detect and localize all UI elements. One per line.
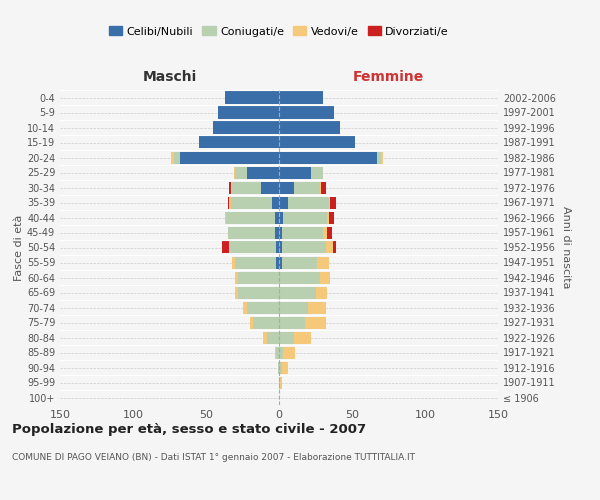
Bar [235, 286, 238, 298]
Bar [279, 136, 355, 148]
Bar [238, 286, 279, 298]
Bar [278, 362, 279, 374]
Bar [330, 196, 336, 208]
Bar [327, 226, 332, 238]
Text: Popolazione per età, sesso e stato civile - 2007: Popolazione per età, sesso e stato civil… [12, 422, 366, 436]
Bar [235, 166, 247, 178]
Bar [276, 242, 279, 254]
Bar [293, 182, 320, 194]
Bar [293, 332, 311, 344]
Bar [231, 182, 232, 194]
Bar [279, 286, 316, 298]
Bar [229, 196, 231, 208]
Bar [308, 302, 326, 314]
Bar [279, 106, 334, 118]
Bar [288, 196, 329, 208]
Bar [231, 196, 272, 208]
Bar [222, 242, 229, 254]
Bar [279, 332, 293, 344]
Bar [377, 152, 381, 164]
Bar [268, 332, 279, 344]
Bar [253, 316, 279, 328]
Bar [226, 212, 275, 224]
Bar [282, 362, 288, 374]
Bar [225, 212, 226, 224]
Bar [311, 166, 323, 178]
Bar [228, 226, 275, 238]
Bar [229, 182, 231, 194]
Bar [275, 346, 276, 358]
Bar [320, 182, 322, 194]
Bar [283, 346, 295, 358]
Text: Maschi: Maschi [142, 70, 197, 84]
Bar [279, 376, 280, 388]
Y-axis label: Fasce di età: Fasce di età [14, 214, 24, 280]
Bar [282, 242, 326, 254]
Bar [317, 256, 329, 268]
Bar [279, 256, 282, 268]
Bar [326, 242, 333, 254]
Bar [279, 346, 283, 358]
Bar [171, 152, 174, 164]
Bar [247, 302, 279, 314]
Bar [316, 286, 327, 298]
Bar [329, 196, 330, 208]
Bar [225, 92, 279, 104]
Bar [238, 272, 279, 283]
Bar [279, 302, 308, 314]
Bar [320, 272, 330, 283]
Bar [333, 242, 336, 254]
Bar [235, 272, 238, 283]
Bar [232, 182, 262, 194]
Bar [279, 226, 282, 238]
Bar [218, 106, 279, 118]
Bar [263, 332, 268, 344]
Bar [276, 346, 279, 358]
Bar [250, 316, 253, 328]
Y-axis label: Anni di nascita: Anni di nascita [561, 206, 571, 288]
Bar [279, 272, 320, 283]
Bar [279, 212, 283, 224]
Bar [279, 122, 340, 134]
Bar [279, 166, 311, 178]
Bar [322, 182, 326, 194]
Bar [174, 152, 180, 164]
Bar [279, 362, 282, 374]
Bar [381, 152, 383, 164]
Text: COMUNE DI PAGO VEIANO (BN) - Dati ISTAT 1° gennaio 2007 - Elaborazione TUTTITALI: COMUNE DI PAGO VEIANO (BN) - Dati ISTAT … [12, 452, 415, 462]
Bar [279, 92, 323, 104]
Bar [275, 226, 279, 238]
Bar [228, 196, 229, 208]
Bar [323, 226, 327, 238]
Bar [279, 242, 282, 254]
Bar [247, 166, 279, 178]
Bar [229, 242, 276, 254]
Bar [234, 166, 235, 178]
Bar [180, 152, 279, 164]
Bar [327, 212, 329, 224]
Bar [282, 226, 323, 238]
Bar [329, 212, 334, 224]
Bar [232, 256, 235, 268]
Bar [279, 196, 288, 208]
Bar [279, 182, 293, 194]
Bar [280, 376, 282, 388]
Bar [214, 122, 279, 134]
Bar [305, 316, 326, 328]
Bar [199, 136, 279, 148]
Bar [262, 182, 279, 194]
Text: Femmine: Femmine [353, 70, 424, 84]
Bar [279, 152, 377, 164]
Bar [282, 256, 317, 268]
Bar [275, 212, 279, 224]
Bar [235, 256, 276, 268]
Bar [276, 256, 279, 268]
Bar [272, 196, 279, 208]
Legend: Celibi/Nubili, Coniugati/e, Vedovi/e, Divorziati/e: Celibi/Nubili, Coniugati/e, Vedovi/e, Di… [109, 26, 449, 36]
Bar [283, 212, 327, 224]
Bar [279, 316, 305, 328]
Bar [242, 302, 247, 314]
